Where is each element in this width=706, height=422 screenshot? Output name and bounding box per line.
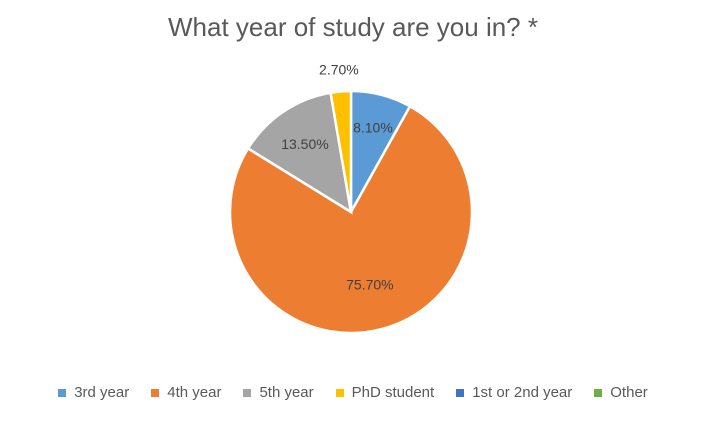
legend-label: 1st or 2nd year — [472, 384, 573, 401]
legend-swatch — [594, 388, 603, 397]
legend-label: 5th year — [259, 384, 314, 401]
legend-label: Other — [610, 384, 648, 401]
legend-swatch — [151, 388, 160, 397]
legend-label: 4th year — [167, 384, 222, 401]
legend-label: 3rd year — [74, 384, 130, 401]
data-label-4th-year: 75.70% — [346, 277, 393, 293]
pie-chart: 8.10% 75.70% 13.50% 2.70% — [228, 62, 474, 335]
legend-swatch — [335, 388, 344, 397]
legend-swatch — [243, 388, 252, 397]
legend-item-1st-or-2nd-year: 1st or 2nd year — [456, 384, 572, 401]
legend-swatch — [58, 388, 67, 397]
data-label-phd-student: 2.70% — [319, 62, 359, 78]
pie-slice-phd-student — [329, 89, 353, 213]
legend-item-phd-student: PhD student — [335, 384, 435, 401]
legend-label: PhD student — [351, 384, 435, 401]
legend-item-3rd-year: 3rd year — [58, 384, 129, 401]
legend-item-5th-year: 5th year — [243, 384, 314, 401]
chart-legend: 3rd year 4th year 5th year PhD student 1st o… — [0, 384, 706, 401]
data-label-3rd-year: 8.10% — [353, 120, 393, 136]
legend-item-other: Other — [594, 384, 648, 401]
legend-item-4th-year: 4th year — [151, 384, 221, 401]
pie-slice-5th-year — [246, 91, 353, 215]
data-label-5th-year: 13.50% — [281, 136, 328, 152]
chart-title: What year of study are you in? * — [168, 12, 538, 42]
pie-slice-4th-year — [228, 104, 474, 335]
legend-swatch — [456, 388, 465, 397]
